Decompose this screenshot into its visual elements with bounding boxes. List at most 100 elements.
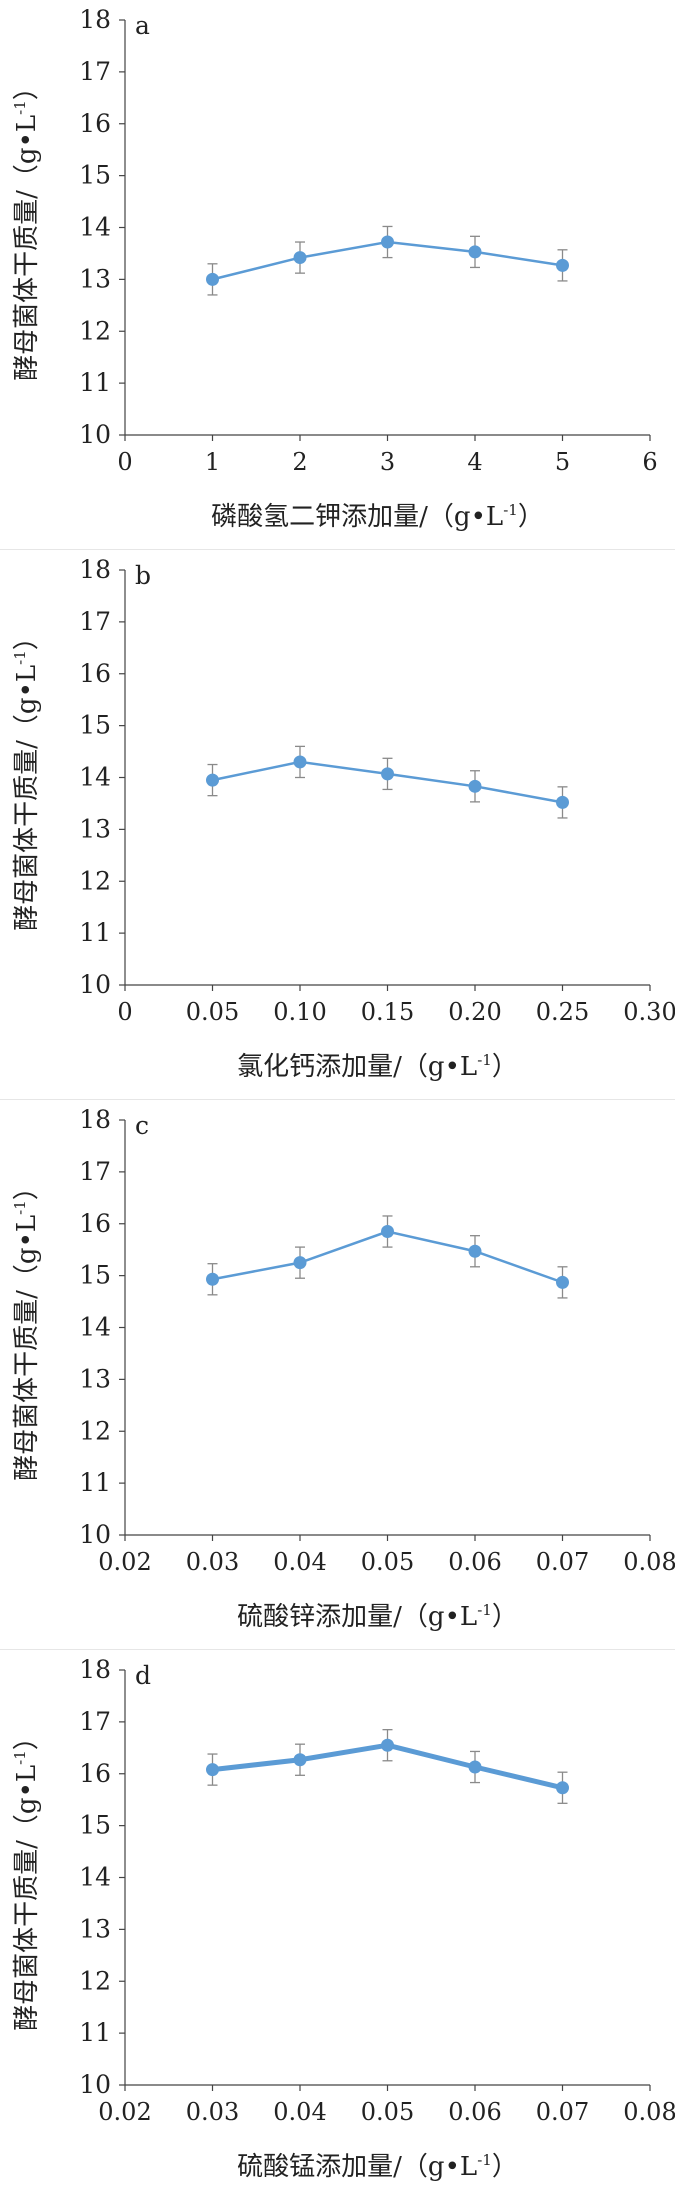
x-tick-label: 0.08: [623, 2098, 675, 2126]
x-tick-label: 0.20: [448, 998, 501, 1026]
x-tick-label: 0.08: [623, 1548, 675, 1576]
y-tick-label: 18: [79, 555, 111, 584]
panel-label: d: [135, 1661, 151, 1690]
y-tick-label: 11: [79, 1468, 111, 1497]
x-tick-label: 0.05: [361, 1548, 414, 1576]
y-tick-label: 15: [79, 1261, 111, 1290]
y-tick-label: 16: [79, 109, 111, 138]
x-tick-label: 0.05: [361, 2098, 414, 2126]
y-tick-label: 15: [79, 711, 111, 740]
data-point: [556, 1781, 569, 1795]
y-axis-title: 酵母菌体干质量/（g•L-1）: [11, 1174, 42, 1481]
x-tick-label: 0.02: [98, 1548, 151, 1576]
x-tick-label: 2: [292, 448, 307, 476]
x-tick-label: 0: [117, 998, 132, 1026]
panel-label: b: [135, 561, 151, 590]
x-axis-title: 磷酸氢二钾添加量/（g•L-1）: [211, 501, 544, 532]
y-tick-label: 10: [79, 970, 111, 999]
panel-divider: [0, 1099, 675, 1100]
y-tick-label: 15: [79, 161, 111, 190]
x-tick-label: 0.02: [98, 2098, 151, 2126]
chart-panel-a: 10 11 12 13 14 15 16 17 18 0 1 2 3 4 5 6 a 磷酸氢二钾添加量/（g•L-…: [0, 0, 675, 550]
y-tick-label: 10: [79, 2070, 111, 2099]
y-tick-label: 12: [79, 866, 111, 895]
x-tick-label: 6: [642, 448, 657, 476]
y-tick-label: 17: [79, 1707, 111, 1736]
panel-label: c: [135, 1111, 149, 1140]
y-axis-title: 酵母菌体干质量/（g•L-1）: [11, 1724, 42, 2031]
data-point: [293, 1256, 307, 1270]
y-tick-label: 17: [79, 607, 111, 636]
y-tick-label: 14: [79, 213, 111, 242]
y-tick-label: 17: [79, 1157, 111, 1186]
x-tick-label: 0.05: [186, 998, 239, 1026]
y-tick-label: 11: [79, 2018, 111, 2047]
panel-divider: [0, 549, 675, 550]
chart-panel-b: 10 11 12 13 14 15 16 17 18 0 0.05 0.10 0.15 0.20 0.25 0…: [0, 550, 675, 1100]
chart-panel-c: 10 11 12 13 14 15 16 17 18 0.02 0.03 0.04 0.05 0.06 0.…: [0, 1100, 675, 1650]
data-point: [206, 773, 219, 787]
x-axis-title: 硫酸锌添加量/（g•L-1）: [237, 1601, 518, 1632]
y-tick-label: 12: [79, 1416, 111, 1445]
data-point: [293, 755, 307, 769]
y-tick-label: 16: [79, 1209, 111, 1238]
x-tick-label: 0.15: [361, 998, 414, 1026]
chart-b: 10 11 12 13 14 15 16 17 18 0 0.05 0.10 0.15 0.20 0.25 0…: [11, 555, 675, 1082]
data-point: [468, 245, 482, 259]
chart-panel-d: 10 11 12 13 14 15 16 17 18 0.02 0.03 0.04 0.05 0.06 0.…: [0, 1650, 675, 2198]
y-tick-label: 13: [79, 1914, 111, 1943]
x-tick-label: 0.07: [536, 1548, 589, 1576]
y-tick-label: 11: [79, 918, 111, 947]
x-tick-label: 1: [205, 448, 220, 476]
x-tick-label: 0.25: [536, 998, 589, 1026]
x-tick-label: 0.04: [273, 1548, 326, 1576]
x-axis-title: 硫酸锰添加量/（g•L-1）: [237, 2151, 518, 2182]
x-tick-label: 0.03: [186, 1548, 239, 1576]
y-tick-label: 14: [79, 1313, 111, 1342]
x-tick-label: 0: [117, 448, 132, 476]
x-tick-label: 0.30: [623, 998, 675, 1026]
x-tick-label: 0.10: [273, 998, 326, 1026]
y-tick-label: 16: [79, 659, 111, 688]
y-tick-label: 13: [79, 264, 111, 293]
data-point: [293, 1753, 307, 1767]
data-point: [468, 1244, 482, 1258]
data-point: [206, 1763, 219, 1777]
data-point: [556, 795, 569, 809]
y-tick-label: 12: [79, 1966, 111, 1995]
y-tick-label: 18: [79, 1105, 111, 1134]
y-tick-label: 10: [79, 420, 111, 449]
x-tick-label: 4: [467, 448, 482, 476]
chart-c: 10 11 12 13 14 15 16 17 18 0.02 0.03 0.04 0.05 0.06 0.…: [11, 1105, 675, 1632]
x-tick-label: 0.06: [448, 2098, 501, 2126]
x-tick-label: 3: [380, 448, 395, 476]
y-tick-label: 12: [79, 316, 111, 345]
data-point: [206, 1272, 219, 1286]
data-point: [381, 1225, 394, 1239]
data-point: [381, 1738, 394, 1752]
data-point: [206, 272, 219, 286]
y-axis-title: 酵母菌体干质量/（g•L-1）: [11, 624, 42, 931]
y-axis-title: 酵母菌体干质量/（g•L-1）: [11, 74, 42, 381]
y-tick-label: 13: [79, 1364, 111, 1393]
data-point: [381, 767, 394, 781]
data-point: [293, 251, 307, 265]
data-point: [381, 235, 394, 249]
data-point: [556, 1275, 569, 1289]
data-point: [468, 1760, 482, 1774]
x-tick-label: 5: [555, 448, 570, 476]
x-tick-label: 0.07: [536, 2098, 589, 2126]
y-tick-label: 16: [79, 1759, 111, 1788]
data-point: [468, 779, 482, 793]
chart-d: 10 11 12 13 14 15 16 17 18 0.02 0.03 0.04 0.05 0.06 0.…: [11, 1655, 675, 2182]
x-tick-label: 0.06: [448, 1548, 501, 1576]
y-tick-label: 11: [79, 368, 111, 397]
y-tick-label: 14: [79, 1863, 111, 1892]
y-tick-label: 13: [79, 814, 111, 843]
y-tick-label: 18: [79, 1655, 111, 1684]
panel-divider: [0, 1649, 675, 1650]
x-tick-label: 0.03: [186, 2098, 239, 2126]
x-axis-title: 氯化钙添加量/（g•L-1）: [237, 1051, 518, 1082]
panel-label: a: [135, 11, 150, 40]
